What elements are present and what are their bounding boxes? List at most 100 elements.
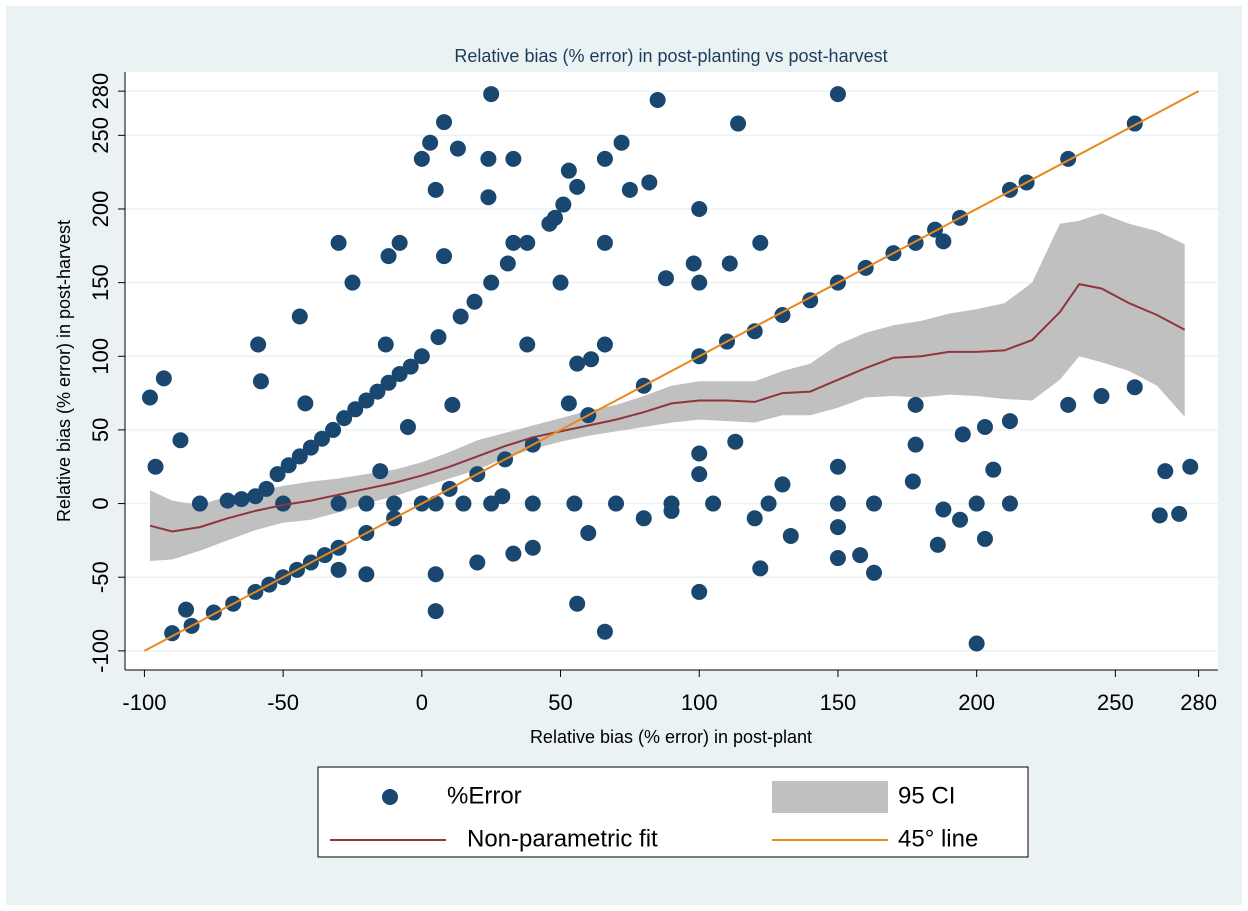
scatter-point	[377, 336, 394, 353]
scatter-point	[422, 134, 439, 151]
scatter-point	[954, 426, 971, 443]
scatter-point	[499, 255, 516, 272]
legend-label: Non-parametric fit	[467, 825, 658, 852]
scatter-point	[358, 566, 375, 583]
scatter-point	[596, 234, 613, 251]
scatter-point	[427, 181, 444, 198]
scatter-point	[907, 234, 924, 251]
scatter-point	[147, 458, 164, 475]
y-tick-label: -50	[88, 561, 113, 593]
scatter-point	[596, 336, 613, 353]
scatter-point	[691, 445, 708, 462]
scatter-point	[927, 221, 944, 238]
scatter-point	[178, 601, 195, 618]
x-tick-label: 50	[548, 690, 572, 715]
scatter-point	[705, 495, 722, 512]
scatter-point	[691, 274, 708, 291]
scatter-point	[172, 432, 189, 449]
scatter-point	[483, 86, 500, 103]
scatter-point	[663, 502, 680, 519]
scatter-point	[391, 365, 408, 382]
legend-label: 95 CI	[898, 782, 955, 809]
scatter-point	[907, 436, 924, 453]
scatter-point	[372, 463, 389, 480]
scatter-point	[247, 488, 264, 505]
scatter-point	[436, 114, 453, 131]
scatter-point	[399, 418, 416, 435]
scatter-point	[386, 495, 403, 512]
scatter-point	[480, 189, 497, 206]
y-tick-label: 250	[88, 117, 113, 154]
x-tick-label: 100	[681, 690, 718, 715]
scatter-point	[452, 308, 469, 325]
scatter-point	[519, 336, 536, 353]
scatter-point	[1157, 463, 1174, 480]
scatter-point	[1093, 388, 1110, 405]
scatter-point	[297, 395, 314, 412]
scatter-point	[191, 495, 208, 512]
scatter-point	[1151, 507, 1168, 524]
legend-label: %Error	[447, 782, 522, 809]
scatter-point	[866, 495, 883, 512]
scatter-point	[1001, 181, 1018, 198]
scatter-point	[555, 196, 572, 213]
scatter-point	[480, 150, 497, 167]
scatter-point	[436, 248, 453, 265]
scatter-point	[469, 554, 486, 571]
scatter-point	[583, 351, 600, 368]
scatter-point	[782, 527, 799, 544]
scatter-point	[1171, 505, 1188, 522]
scatter-point	[336, 410, 353, 427]
scatter-point	[657, 270, 674, 287]
scatter-point	[444, 396, 461, 413]
scatter-point	[976, 418, 993, 435]
scatter-point	[721, 255, 738, 272]
scatter-point	[413, 348, 430, 365]
scatter-point	[685, 255, 702, 272]
scatter-point	[752, 560, 769, 577]
scatter-point	[391, 234, 408, 251]
ci-band	[150, 213, 1185, 561]
scatter-point	[358, 495, 375, 512]
scatter-point	[935, 501, 952, 518]
scatter-point	[569, 595, 586, 612]
scatter-point	[596, 623, 613, 640]
scatter-point	[613, 134, 630, 151]
scatter-point	[358, 392, 375, 409]
scatter-point	[621, 181, 638, 198]
scatter-point	[907, 396, 924, 413]
scatter-point	[330, 561, 347, 578]
y-tick-label: 280	[88, 73, 113, 110]
scatter-point	[829, 495, 846, 512]
y-tick-label: 50	[88, 418, 113, 442]
scatter-point	[302, 439, 319, 456]
scatter-point	[330, 495, 347, 512]
scatter-point	[760, 495, 777, 512]
y-axis-label: Relative bias (% error) in post-harvest	[54, 220, 74, 522]
scatter-point	[968, 635, 985, 652]
x-tick-label: 150	[820, 690, 857, 715]
scatter-point	[569, 178, 586, 195]
scatter-point	[1182, 458, 1199, 475]
legend-box	[317, 766, 1029, 858]
chart-title: Relative bias (% error) in post-planting…	[454, 46, 887, 66]
scatter-point	[427, 495, 444, 512]
scatter-point	[269, 466, 286, 483]
scatter-point	[233, 491, 250, 508]
legend-symbol	[772, 781, 888, 813]
scatter-point	[455, 495, 472, 512]
x-tick-label: 200	[958, 690, 995, 715]
scatter-point	[427, 603, 444, 620]
scatter-point	[608, 495, 625, 512]
x-tick-label: 280	[1180, 690, 1217, 715]
y-tick-label: 0	[88, 497, 113, 509]
scatter-point	[427, 566, 444, 583]
scatter-point	[505, 545, 522, 562]
y-tick-label: 150	[88, 264, 113, 301]
scatter-point	[505, 150, 522, 167]
scatter-point	[727, 433, 744, 450]
scatter-point	[380, 248, 397, 265]
scatter-point	[691, 583, 708, 600]
scatter-point	[691, 200, 708, 217]
